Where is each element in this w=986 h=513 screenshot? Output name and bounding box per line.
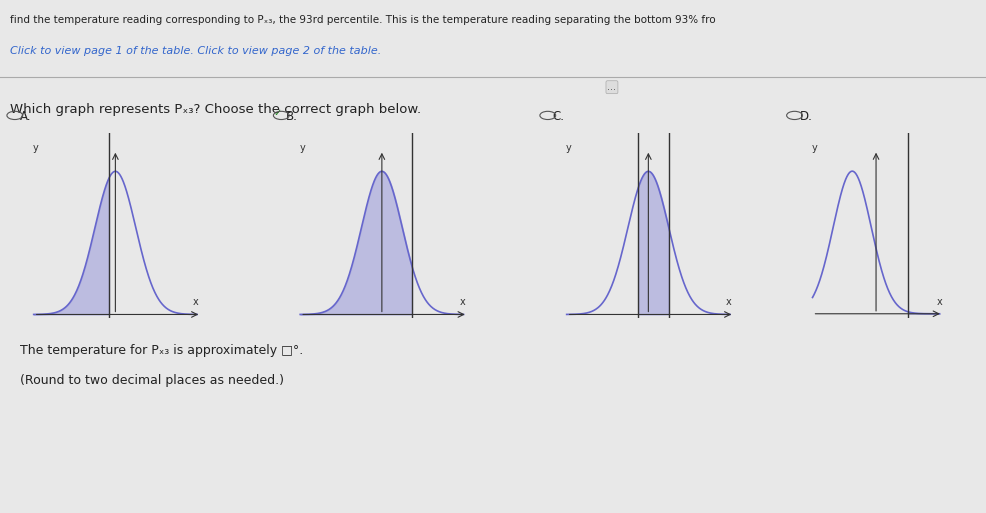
Text: Which graph represents Pₓ₃? Choose the correct graph below.: Which graph represents Pₓ₃? Choose the c… [10,103,421,115]
Text: y: y [300,143,305,152]
Text: y: y [34,143,38,152]
Text: B.: B. [286,110,298,123]
Text: x: x [726,297,731,307]
Text: The temperature for Pₓ₃ is approximately □°.: The temperature for Pₓ₃ is approximately… [20,344,303,357]
Text: ✓: ✓ [273,108,281,118]
Text: x: x [459,297,464,307]
Text: C.: C. [552,110,564,123]
Text: find the temperature reading corresponding to Pₓ₃, the 93rd percentile. This is : find the temperature reading correspondi… [10,15,715,25]
Text: x: x [193,297,198,307]
Text: ...: ... [606,82,616,92]
Text: (Round to two decimal places as needed.): (Round to two decimal places as needed.) [20,374,283,387]
Text: A.: A. [20,110,32,123]
Text: y: y [566,143,571,152]
Text: y: y [811,143,817,152]
Text: D.: D. [799,110,811,123]
Text: x: x [936,297,942,307]
Text: Click to view page 1 of the table. Click to view page 2 of the table.: Click to view page 1 of the table. Click… [10,46,381,56]
